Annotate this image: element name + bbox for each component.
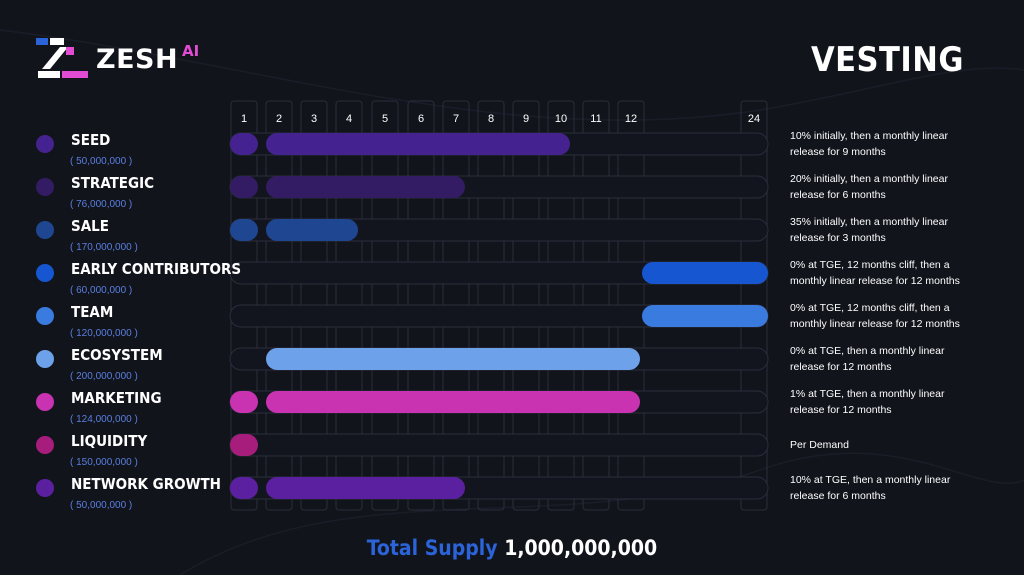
description-line: release for 6 months: [790, 490, 886, 502]
category-dot: [36, 436, 54, 454]
description-line: release for 12 months: [790, 404, 892, 416]
vesting-description: 0% at TGE, then a monthly linear release …: [790, 343, 990, 375]
month-tick-label: 10: [555, 113, 567, 125]
brand-logo: ZESH AI: [36, 38, 216, 82]
category-dot: [36, 479, 54, 497]
vesting-bar: [266, 176, 465, 198]
brand-suffix: AI: [182, 42, 200, 60]
month-tick-label: 12: [625, 113, 637, 125]
category-name: ECOSYSTEM: [71, 346, 163, 364]
vesting-description: 0% at TGE, 12 months cliff, then a monthl…: [790, 300, 990, 332]
row-track: [229, 433, 769, 457]
initial-release-mark: [230, 434, 258, 456]
description-line: 10% at TGE, then a monthly linear: [790, 474, 951, 486]
vesting-description: 0% at TGE, 12 months cliff, then a monthl…: [790, 257, 990, 289]
description-line: 0% at TGE, 12 months cliff, then a: [790, 259, 950, 271]
description-line: release for 6 months: [790, 189, 886, 201]
description-line: 10% initially, then a monthly linear: [790, 130, 948, 142]
category-name: EARLY CONTRIBUTORS: [71, 260, 242, 278]
vesting-description: 20% initially, then a monthly linear rele…: [790, 171, 990, 203]
month-tick-label: 5: [382, 113, 388, 125]
zesh-logo-icon: [36, 38, 88, 78]
description-line: 0% at TGE, 12 months cliff, then a: [790, 302, 950, 314]
initial-release-mark: [230, 219, 258, 241]
category-amount: ( 120,000,000 ): [70, 328, 138, 339]
category-name: TEAM: [71, 303, 114, 321]
description-line: monthly linear release for 12 months: [790, 318, 960, 330]
vesting-description: 35% initially, then a monthly linear rele…: [790, 214, 990, 246]
description-line: 20% initially, then a monthly linear: [790, 173, 948, 185]
category-amount: ( 170,000,000 ): [70, 242, 138, 253]
month-tick-label: 6: [418, 113, 424, 125]
category-amount: ( 200,000,000 ): [70, 371, 138, 382]
brand-name: ZESH: [96, 44, 179, 75]
category-name: STRATEGIC: [71, 174, 155, 192]
total-supply: Total Supply 1,000,000,000: [0, 536, 1024, 560]
category-dot: [36, 135, 54, 153]
description-line: monthly linear release for 12 months: [790, 275, 960, 287]
category-amount: ( 150,000,000 ): [70, 457, 138, 468]
category-dot: [36, 393, 54, 411]
month-tick-label: 1: [241, 113, 247, 125]
vesting-bar: [642, 305, 768, 327]
vesting-bar: [266, 133, 570, 155]
month-tick-label: 11: [590, 113, 601, 125]
vesting-description: 10% initially, then a monthly linear rele…: [790, 128, 990, 160]
month-tick-label: 3: [311, 113, 317, 125]
category-dot: [36, 221, 54, 239]
page-title: VESTING: [810, 40, 964, 80]
total-supply-label: Total Supply: [366, 536, 498, 560]
category-name: LIQUIDITY: [71, 432, 148, 450]
vesting-bar: [266, 219, 358, 241]
category-amount: ( 76,000,000 ): [70, 199, 133, 210]
category-amount: ( 60,000,000 ): [70, 285, 133, 296]
month-tick-label: 7: [453, 113, 459, 125]
category-dot: [36, 350, 54, 368]
month-tick-label: 8: [488, 113, 494, 125]
month-tick-label: 2: [276, 113, 282, 125]
category-name: MARKETING: [71, 389, 162, 407]
category-dot: [36, 264, 54, 282]
category-dot: [36, 307, 54, 325]
category-amount: ( 124,000,000 ): [70, 414, 138, 425]
description-line: release for 3 months: [790, 232, 886, 244]
category-name: NETWORK GROWTH: [71, 475, 221, 493]
category-amount: ( 50,000,000 ): [70, 500, 133, 511]
vesting-bar: [266, 477, 465, 499]
initial-release-mark: [230, 391, 258, 413]
initial-release-mark: [230, 176, 258, 198]
vesting-description: Per Demand: [790, 437, 990, 453]
description-line: 1% at TGE, then a monthly linear: [790, 388, 945, 400]
description-line: release for 9 months: [790, 146, 886, 158]
month-tick-label: 24: [748, 113, 760, 125]
description-line: 35% initially, then a monthly linear: [790, 216, 948, 228]
category-dot: [36, 178, 54, 196]
month-tick-label: 4: [346, 113, 352, 125]
month-tick-label: 9: [523, 113, 529, 125]
total-supply-value: 1,000,000,000: [504, 536, 658, 560]
initial-release-mark: [230, 477, 258, 499]
description-line: Per Demand: [790, 439, 849, 451]
category-name: SALE: [71, 217, 109, 235]
vesting-bar: [266, 391, 640, 413]
category-name: SEED: [71, 131, 111, 149]
initial-release-mark: [230, 133, 258, 155]
description-line: release for 12 months: [790, 361, 892, 373]
vesting-bar: [266, 348, 640, 370]
category-amount: ( 50,000,000 ): [70, 156, 133, 167]
vesting-description: 10% at TGE, then a monthly linear release…: [790, 472, 990, 504]
description-line: 0% at TGE, then a monthly linear: [790, 345, 945, 357]
vesting-bar: [642, 262, 768, 284]
vesting-description: 1% at TGE, then a monthly linear release …: [790, 386, 990, 418]
